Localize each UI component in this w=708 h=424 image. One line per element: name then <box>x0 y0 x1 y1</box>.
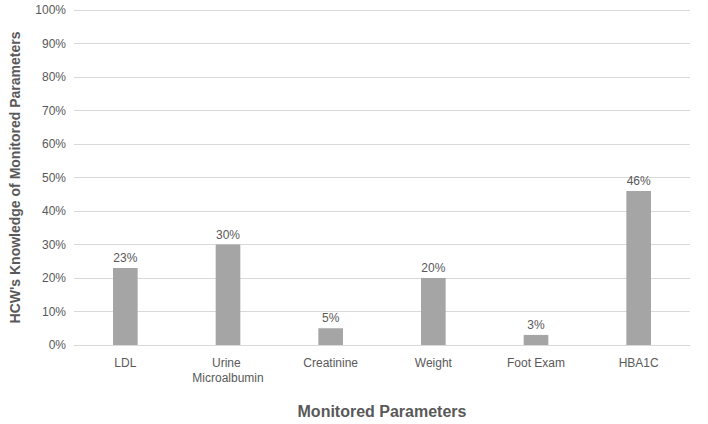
svg-text:20%: 20% <box>42 271 66 285</box>
svg-text:90%: 90% <box>42 37 66 51</box>
svg-text:23%: 23% <box>113 251 137 265</box>
svg-text:10%: 10% <box>42 305 66 319</box>
svg-text:0%: 0% <box>49 338 67 352</box>
svg-text:40%: 40% <box>42 204 66 218</box>
svg-text:50%: 50% <box>42 171 66 185</box>
svg-text:30%: 30% <box>42 238 66 252</box>
svg-text:Urine: Urine <box>212 356 244 370</box>
svg-text:Foot Exam: Foot Exam <box>507 356 565 370</box>
svg-text:80%: 80% <box>42 70 66 84</box>
svg-text:60%: 60% <box>42 137 66 151</box>
svg-text:HBA1C: HBA1C <box>619 356 659 370</box>
svg-text:LDL: LDL <box>114 356 136 370</box>
svg-text:5%: 5% <box>322 311 340 325</box>
svg-text:46%: 46% <box>627 174 651 188</box>
svg-text:100%: 100% <box>35 3 66 17</box>
svg-text:70%: 70% <box>42 104 66 118</box>
svg-text:Creatinine: Creatinine <box>303 356 358 370</box>
svg-text:3%: 3% <box>527 318 545 332</box>
svg-text:Microalbumin: Microalbumin <box>192 371 263 385</box>
svg-text:HCW's Knowledge of Monitored P: HCW's Knowledge of Monitored Parameters <box>7 31 23 323</box>
svg-text:Monitored Parameters: Monitored Parameters <box>298 403 467 420</box>
svg-text:20%: 20% <box>421 261 445 275</box>
svg-text:30%: 30% <box>216 228 240 242</box>
svg-text:Weight: Weight <box>415 356 453 370</box>
